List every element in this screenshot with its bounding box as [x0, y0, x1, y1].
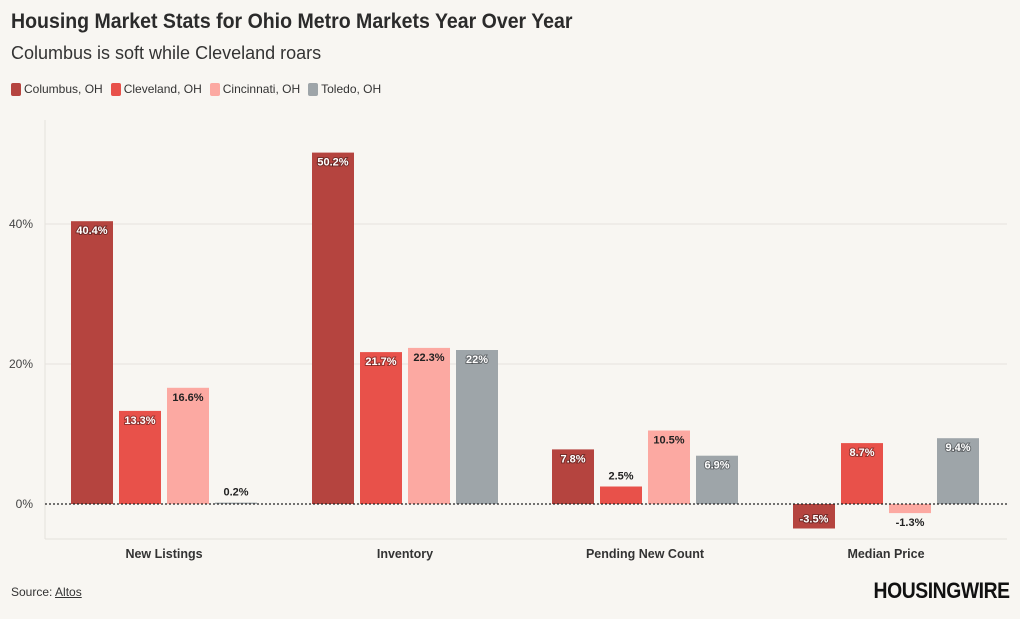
legend-swatch-cleveland: [110, 82, 121, 96]
legend-label-toledo: Toledo, OH: [321, 82, 382, 96]
x-category-label-median-price: Median Price: [847, 547, 924, 561]
bar-cleveland-oh-new-listings[interactable]: [119, 410, 161, 504]
data-label-columbus-oh-inventory: 50.2%: [317, 157, 348, 169]
x-category-label-inventory: Inventory: [377, 547, 433, 561]
data-label-columbus-oh-new-listings: 40.4%: [76, 225, 107, 237]
bar-toledo-oh-pending-new-count[interactable]: [696, 455, 738, 504]
bar-columbus-oh-median-price[interactable]: [793, 504, 835, 529]
bar-cincinnati-oh-new-listings[interactable]: [167, 387, 209, 504]
legend-label-cincinnati: Cincinnati, OH: [222, 82, 301, 96]
data-label-cincinnati-oh-new-listings: 16.6%: [172, 392, 203, 404]
legend-item-toledo[interactable]: Toledo, OH: [308, 82, 381, 96]
source-note: Source: Altos: [11, 585, 82, 599]
bar-cincinnati-oh-inventory[interactable]: [408, 347, 450, 504]
bar-toledo-oh-inventory[interactable]: [456, 350, 498, 504]
chart-subtitle: Columbus is soft while Cleveland roars: [11, 43, 322, 63]
data-label-cleveland-oh-median-price: 8.7%: [849, 447, 874, 459]
x-category-label-new-listings: New Listings: [125, 547, 202, 561]
housingwire-logo: HOUSINGWIRE: [873, 578, 1011, 603]
data-label-columbus-oh-pending-new-count: 7.8%: [560, 453, 585, 465]
data-label-cincinnati-oh-median-price: -1.3%: [896, 517, 925, 529]
data-label-cincinnati-oh-inventory: 22.3%: [413, 352, 444, 364]
y-tick-label: 20%: [9, 357, 33, 371]
x-category-label-pending-new-count: Pending New Count: [586, 547, 705, 561]
data-label-cincinnati-oh-pending-new-count: 10.5%: [653, 435, 684, 447]
data-label-toledo-oh-inventory: 22%: [466, 354, 488, 366]
bar-cleveland-oh-median-price[interactable]: [841, 443, 883, 504]
bar-cleveland-oh-pending-new-count[interactable]: [600, 486, 642, 505]
data-label-cleveland-oh-inventory: 21.7%: [365, 356, 396, 368]
bar-cincinnati-oh-median-price[interactable]: [889, 504, 931, 514]
bar-columbus-oh-pending-new-count[interactable]: [552, 449, 594, 504]
legend: Columbus, OH Cleveland, OH Cincinnati, O…: [11, 82, 381, 96]
bar-toledo-oh-new-listings[interactable]: [215, 502, 257, 504]
source-link[interactable]: Altos: [55, 585, 82, 599]
chart-title: Housing Market Stats for Ohio Metro Mark…: [11, 10, 573, 33]
data-label-columbus-oh-median-price: -3.5%: [800, 514, 829, 526]
data-label-toledo-oh-new-listings: 0.2%: [223, 487, 248, 499]
legend-item-cleveland[interactable]: Cleveland, OH: [110, 82, 202, 96]
bar-columbus-oh-inventory[interactable]: [312, 152, 354, 504]
bar-columbus-oh-new-listings[interactable]: [71, 221, 113, 504]
legend-swatch-cincinnati: [209, 82, 220, 96]
data-label-cleveland-oh-new-listings: 13.3%: [124, 415, 155, 427]
source-label: Source:: [11, 585, 53, 599]
data-label-cleveland-oh-pending-new-count: 2.5%: [608, 471, 633, 483]
legend-swatch-columbus: [11, 82, 21, 96]
bar-toledo-oh-median-price[interactable]: [937, 438, 979, 504]
legend-label-cleveland: Cleveland, OH: [123, 82, 202, 96]
y-tick-label: 40%: [9, 217, 33, 231]
legend-swatch-toledo: [308, 82, 319, 96]
y-tick-label: 0%: [16, 497, 34, 511]
data-label-toledo-oh-pending-new-count: 6.9%: [704, 460, 729, 472]
legend-item-columbus[interactable]: Columbus, OH: [11, 82, 103, 96]
data-label-toledo-oh-median-price: 9.4%: [945, 442, 970, 454]
legend-item-cincinnati[interactable]: Cincinnati, OH: [209, 82, 301, 96]
bar-cleveland-oh-inventory[interactable]: [360, 352, 402, 504]
bar-cincinnati-oh-pending-new-count[interactable]: [648, 430, 690, 505]
legend-label-columbus: Columbus, OH: [24, 82, 103, 96]
